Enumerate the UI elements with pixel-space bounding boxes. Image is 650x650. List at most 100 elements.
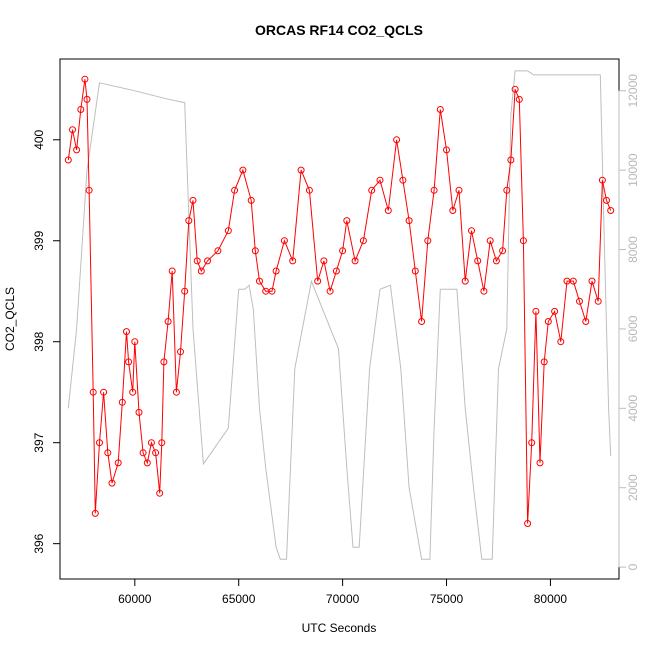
co2-point	[430, 186, 438, 194]
co2-point	[108, 479, 116, 487]
y-tick-label: 399	[32, 230, 46, 250]
co2-point	[603, 196, 610, 204]
co2-point	[168, 267, 176, 275]
y-axis-label: CO2_QCLS	[3, 287, 17, 351]
y2-tick-label: 2000	[626, 474, 640, 501]
co2-point	[443, 146, 450, 154]
y-axis-right: 0 2000 4000 6000 8000 10000 12000	[618, 74, 640, 570]
altitude-series	[67, 70, 612, 560]
co2-point	[160, 358, 168, 366]
co2-line	[67, 79, 612, 524]
co2-point	[193, 257, 201, 265]
y-tick-label: 400	[32, 129, 46, 149]
co2-point	[172, 388, 180, 396]
co2-point	[77, 106, 85, 113]
co2-point	[455, 186, 463, 194]
x-tick-label: 75000	[430, 592, 464, 606]
y2-tick-label: 6000	[626, 315, 640, 342]
co2-point	[64, 156, 72, 164]
co2-point	[557, 338, 565, 346]
co2-point	[85, 186, 93, 194]
co2-point	[129, 388, 137, 396]
co2-point	[376, 176, 384, 184]
co2-point	[224, 227, 232, 235]
co2-point	[320, 257, 328, 265]
co2-point	[143, 459, 151, 467]
y-tick-label: 398	[32, 331, 46, 351]
co2-point	[147, 439, 155, 447]
y2-tick-label: 4000	[626, 395, 640, 422]
co2-point	[507, 156, 515, 164]
co2-point	[551, 307, 559, 315]
co2-point	[185, 217, 193, 225]
co2-point	[588, 277, 596, 285]
co2-point	[540, 358, 548, 366]
co2-point	[532, 307, 540, 315]
co2-point	[480, 287, 488, 295]
co2-point	[96, 439, 103, 447]
co2-point	[268, 287, 276, 295]
co2-point	[247, 196, 255, 204]
co2-point	[81, 75, 89, 83]
co2-point	[131, 338, 139, 346]
co2-point	[152, 449, 160, 457]
co2-point	[486, 237, 494, 245]
y2-tick-label: 0	[626, 563, 640, 570]
co2-point	[515, 95, 523, 103]
co2-point	[405, 217, 413, 225]
co2-point	[499, 247, 507, 255]
co2-point	[83, 95, 91, 103]
co2-point	[289, 257, 297, 265]
co2-point	[189, 196, 197, 204]
altitude-line	[67, 70, 612, 560]
y-axis-left: 396 397 398 399 400	[32, 129, 61, 554]
x-tick-label: 65000	[222, 592, 256, 606]
co2-point	[239, 166, 247, 174]
co2-point	[399, 176, 407, 184]
co2-point	[181, 287, 189, 295]
co2-point	[528, 439, 536, 447]
co2-point	[256, 277, 263, 285]
y2-tick-label: 8000	[626, 236, 640, 263]
co2-point	[424, 237, 432, 245]
co2-point	[125, 358, 133, 366]
co2-point	[343, 217, 351, 225]
co2-point	[519, 237, 527, 245]
co2-point	[156, 489, 164, 497]
co2-point	[607, 207, 615, 214]
co2-point	[511, 85, 519, 93]
co2-point	[100, 388, 108, 396]
plot-box	[59, 58, 620, 580]
co2-point	[468, 227, 475, 235]
co2-point	[449, 207, 457, 214]
co2-point	[177, 348, 184, 356]
y-tick-label: 397	[32, 432, 46, 452]
co2-point	[544, 318, 552, 325]
co2-point	[368, 186, 376, 194]
co2-point	[118, 398, 126, 406]
co2-point	[104, 449, 112, 457]
co2-point	[314, 277, 322, 285]
co2-point	[436, 106, 444, 113]
co2-point	[91, 509, 99, 517]
co2-point	[197, 267, 205, 275]
co2-point	[326, 287, 334, 295]
co2-point	[594, 297, 602, 305]
co2-point	[598, 176, 606, 184]
y2-tick-label: 10000	[626, 153, 640, 187]
co2-point	[297, 166, 305, 174]
co2-point	[251, 247, 259, 255]
x-tick-label: 70000	[326, 592, 360, 606]
co2-point	[582, 318, 590, 325]
co2-point	[503, 186, 511, 194]
co2-point	[524, 520, 532, 527]
co2-point	[411, 267, 419, 275]
co2-point	[393, 136, 401, 144]
co2-point	[114, 459, 122, 467]
y-tick-label: 396	[32, 533, 46, 553]
co2-point	[158, 439, 166, 447]
co2-point	[359, 237, 367, 245]
co2-point	[280, 237, 288, 245]
co2-point	[139, 449, 147, 457]
